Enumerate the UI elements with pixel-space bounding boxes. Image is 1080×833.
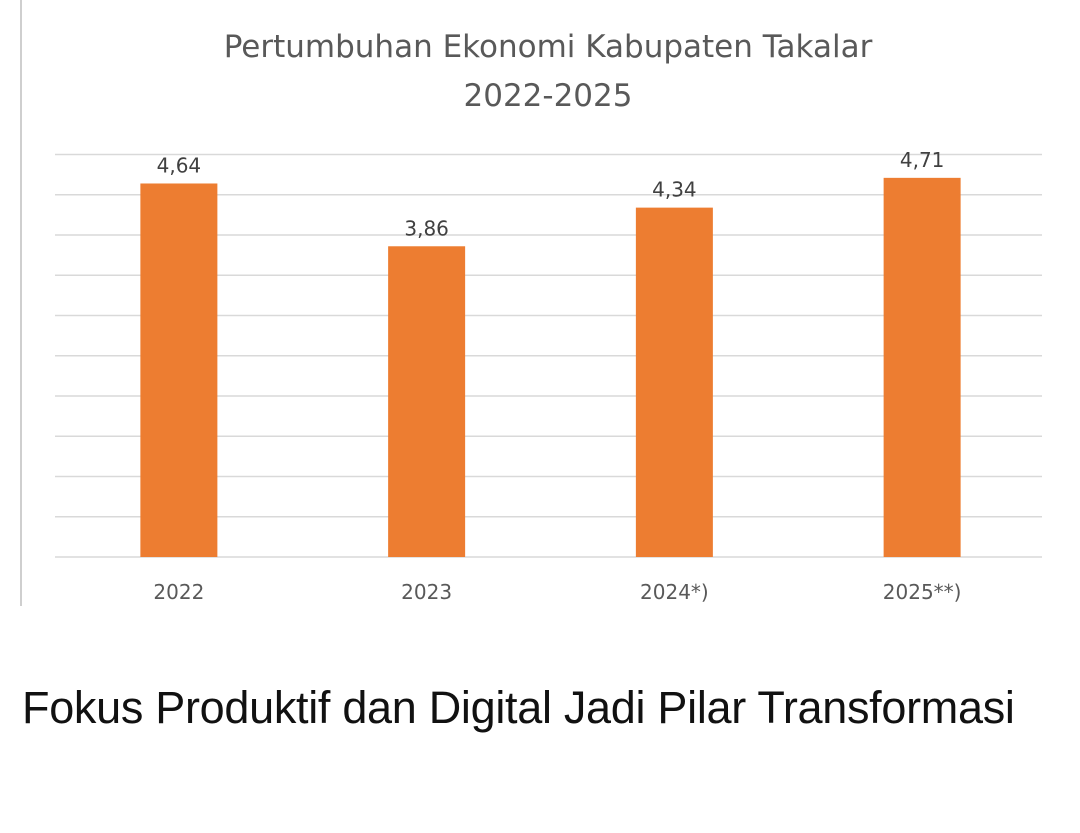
- bar-2025: [883, 177, 961, 557]
- data-labels: 4,64 3,86 4,34 4,71: [157, 148, 945, 240]
- chart: Pertumbuhan Ekonomi Kabupaten Takalar 20…: [20, 0, 1042, 606]
- bar-2023: [388, 246, 466, 557]
- bar-2022: [140, 183, 218, 558]
- chart-svg: Pertumbuhan Ekonomi Kabupaten Takalar 20…: [20, 0, 1042, 606]
- gridlines: [55, 153, 1042, 558]
- chart-title-line-2: 2022-2025: [464, 78, 633, 114]
- chart-title-line-1: Pertumbuhan Ekonomi Kabupaten Takalar: [224, 29, 873, 65]
- x-tick-label: 2022: [153, 580, 204, 604]
- x-tick-label: 2023: [401, 580, 452, 604]
- x-tick-label: 2024*): [640, 580, 709, 604]
- data-label: 3,86: [404, 216, 449, 240]
- bars: [140, 177, 961, 558]
- data-label: 4,64: [157, 153, 202, 177]
- data-label: 4,34: [652, 178, 697, 202]
- data-label: 4,71: [900, 148, 945, 172]
- x-axis-ticks: 2022 2023 2024*) 2025**): [153, 580, 961, 604]
- article-headline[interactable]: Fokus Produktif dan Digital Jadi Pilar T…: [22, 682, 1015, 733]
- bar-2024: [635, 207, 713, 557]
- x-tick-label: 2025**): [883, 580, 962, 604]
